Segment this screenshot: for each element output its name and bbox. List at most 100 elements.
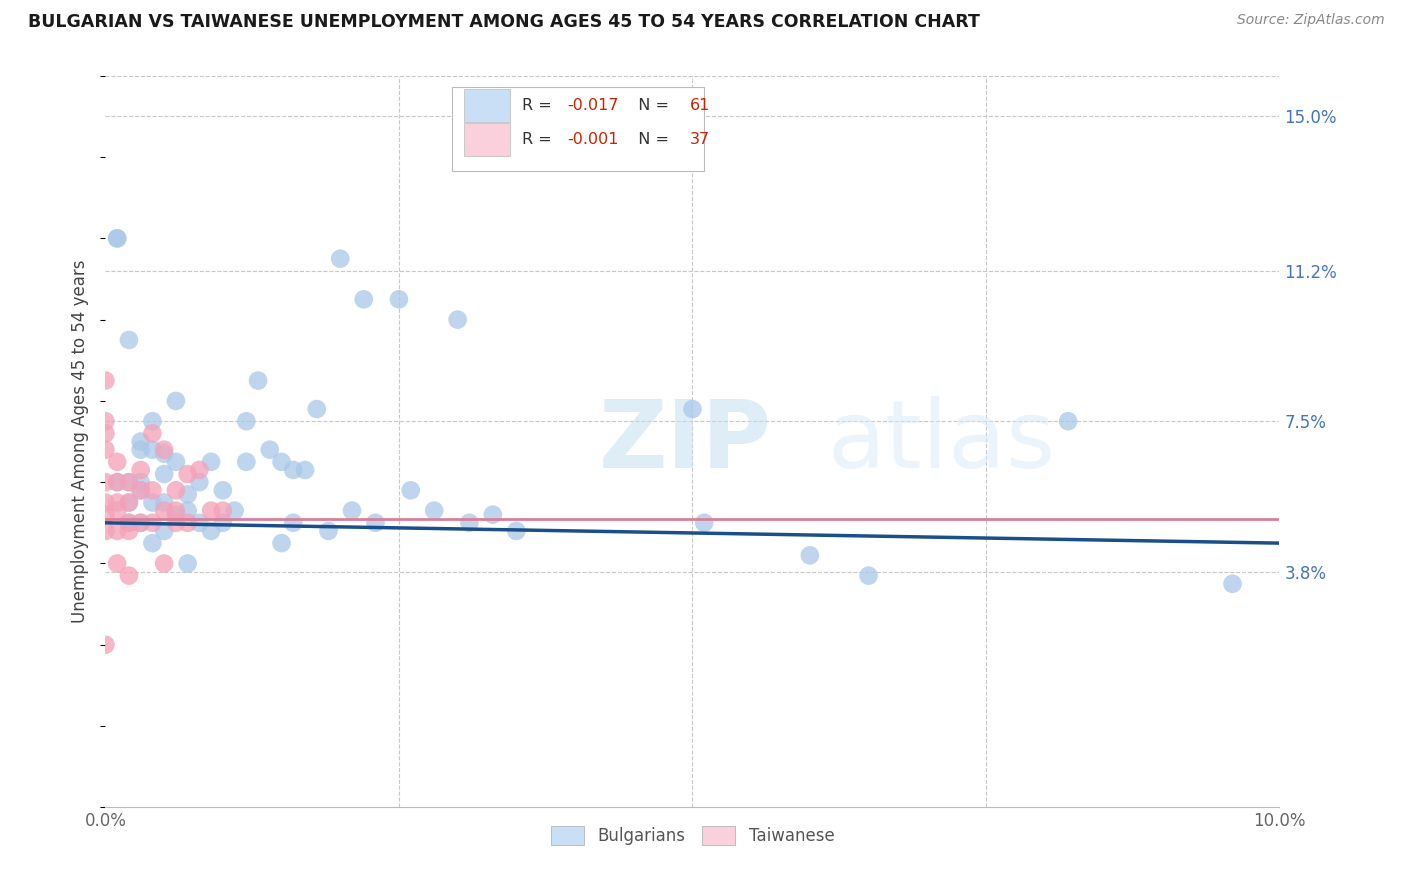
Point — [129, 516, 152, 530]
Point — [129, 516, 152, 530]
Point — [118, 568, 141, 582]
Point — [141, 495, 163, 509]
Point — [318, 524, 340, 538]
Point — [270, 536, 292, 550]
Point — [94, 442, 117, 457]
Point — [118, 333, 141, 347]
Point — [423, 503, 446, 517]
Point — [105, 524, 128, 538]
Point — [200, 503, 222, 517]
Point — [235, 455, 257, 469]
Point — [399, 483, 422, 498]
Legend: Bulgarians, Taiwanese: Bulgarians, Taiwanese — [543, 818, 842, 854]
Point — [176, 487, 198, 501]
Point — [353, 293, 375, 307]
Point — [283, 516, 305, 530]
Point — [118, 475, 141, 490]
Point — [141, 536, 163, 550]
Point — [105, 475, 128, 490]
Point — [129, 442, 152, 457]
Point — [1222, 576, 1244, 591]
Point — [105, 475, 128, 490]
Point — [118, 475, 141, 490]
Point — [1057, 414, 1080, 428]
FancyBboxPatch shape — [464, 123, 510, 156]
Text: ZIP: ZIP — [599, 395, 772, 488]
Point — [141, 516, 163, 530]
Text: -0.017: -0.017 — [567, 97, 619, 112]
Y-axis label: Unemployment Among Ages 45 to 54 years: Unemployment Among Ages 45 to 54 years — [72, 260, 90, 624]
Point — [94, 495, 117, 509]
Point — [305, 402, 328, 417]
Point — [94, 524, 117, 538]
Point — [224, 503, 246, 517]
Text: R =: R = — [522, 132, 557, 147]
Point — [105, 495, 128, 509]
Point — [153, 557, 176, 571]
Point — [176, 516, 198, 530]
Point — [94, 414, 117, 428]
Point — [458, 516, 481, 530]
Point — [283, 463, 305, 477]
Point — [105, 231, 128, 245]
Point — [153, 495, 176, 509]
Point — [129, 434, 152, 449]
Point — [165, 508, 187, 522]
Point — [682, 402, 704, 417]
Point — [693, 516, 716, 530]
Text: 61: 61 — [690, 97, 710, 112]
Point — [188, 475, 211, 490]
Point — [247, 374, 270, 388]
Text: atlas: atlas — [828, 395, 1056, 488]
FancyBboxPatch shape — [464, 88, 510, 121]
Point — [105, 231, 128, 245]
Point — [105, 557, 128, 571]
Point — [105, 503, 128, 517]
Point — [153, 447, 176, 461]
Point — [129, 483, 152, 498]
Point — [340, 503, 363, 517]
Text: Source: ZipAtlas.com: Source: ZipAtlas.com — [1237, 13, 1385, 28]
Point — [105, 455, 128, 469]
Point — [211, 503, 233, 517]
Point — [118, 516, 141, 530]
Point — [211, 483, 233, 498]
Point — [235, 414, 257, 428]
Point — [858, 568, 880, 582]
Point — [176, 467, 198, 481]
Point — [259, 442, 281, 457]
Point — [153, 524, 176, 538]
Point — [176, 557, 198, 571]
Point — [165, 455, 187, 469]
Point — [118, 495, 141, 509]
Point — [482, 508, 505, 522]
Point — [141, 442, 163, 457]
Text: R =: R = — [522, 97, 557, 112]
Point — [118, 516, 141, 530]
Point — [94, 426, 117, 441]
Point — [153, 467, 176, 481]
Text: N =: N = — [628, 97, 673, 112]
Point — [270, 455, 292, 469]
FancyBboxPatch shape — [451, 87, 704, 171]
Point — [129, 483, 152, 498]
Text: BULGARIAN VS TAIWANESE UNEMPLOYMENT AMONG AGES 45 TO 54 YEARS CORRELATION CHART: BULGARIAN VS TAIWANESE UNEMPLOYMENT AMON… — [28, 13, 980, 31]
Point — [294, 463, 316, 477]
Point — [141, 414, 163, 428]
Point — [329, 252, 352, 266]
Text: N =: N = — [628, 132, 673, 147]
Point — [94, 475, 117, 490]
Point — [200, 455, 222, 469]
Point — [505, 524, 527, 538]
Point — [165, 503, 187, 517]
Point — [211, 516, 233, 530]
Point — [94, 638, 117, 652]
Point — [153, 442, 176, 457]
Point — [200, 524, 222, 538]
Point — [141, 483, 163, 498]
Point — [165, 483, 187, 498]
Point — [799, 549, 821, 563]
Text: -0.001: -0.001 — [567, 132, 619, 147]
Point — [118, 495, 141, 509]
Point — [94, 508, 117, 522]
